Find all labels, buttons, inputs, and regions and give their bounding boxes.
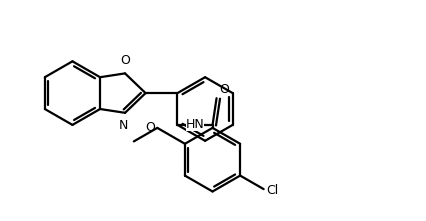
Text: N: N [118,119,128,132]
Text: O: O [120,54,130,67]
Text: O: O [219,83,230,96]
Text: Cl: Cl [267,184,279,197]
Text: HN: HN [186,118,204,131]
Text: O: O [145,121,155,134]
